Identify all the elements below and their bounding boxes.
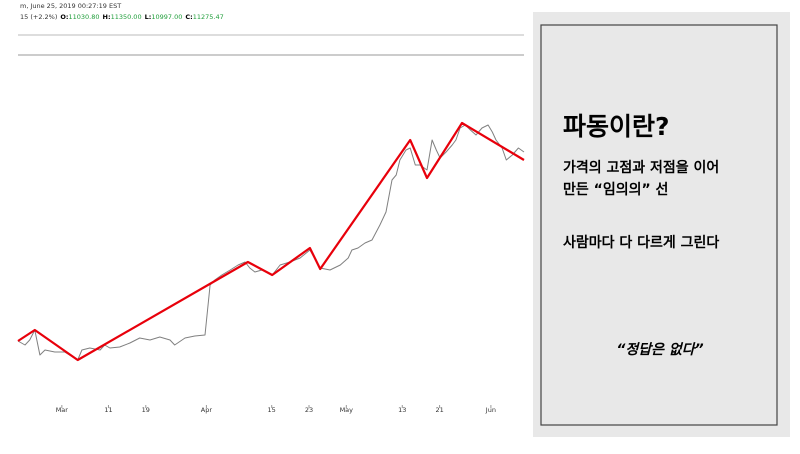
panel-title: 파동이란? bbox=[563, 112, 670, 141]
ohlc-key: L: bbox=[145, 13, 152, 21]
price-line bbox=[17, 124, 525, 361]
ohlc-key: O: bbox=[60, 13, 68, 21]
x-tick-label: 19 bbox=[142, 406, 150, 414]
x-tick-label: Apr bbox=[201, 406, 213, 414]
panel-text: 만든 “임의의” 선 bbox=[563, 181, 668, 198]
x-tick-label: 15 bbox=[268, 406, 276, 414]
ohlc-value: 10997.00 bbox=[151, 13, 182, 21]
price-line bbox=[17, 121, 525, 362]
x-tick-label: 23 bbox=[305, 406, 313, 414]
ohlc-key: H: bbox=[103, 13, 111, 21]
header-text: m, June 25, 2019 00:27:19 EST bbox=[20, 2, 121, 10]
panel-text: 가격의 고점과 저점을 이어 bbox=[563, 159, 719, 176]
header-ohlc: 15 (+2.2%) O:11030.80 H:11350.00 L:10997.00… bbox=[20, 13, 224, 21]
ohlc-value: 11030.80 bbox=[69, 13, 100, 21]
ohlc-value: 11350.00 bbox=[111, 13, 142, 21]
header-change: 15 (+2.2%) bbox=[20, 13, 57, 21]
ohlc-value: 11275.47 bbox=[193, 13, 224, 21]
panel-text: 사람마다 다 다르게 그린다 bbox=[563, 234, 719, 251]
x-tick-label: 13 bbox=[398, 406, 406, 414]
panel-quote: “정답은 없다” bbox=[616, 342, 703, 358]
panel-box bbox=[540, 24, 778, 426]
x-tick-label: 11 bbox=[104, 406, 112, 414]
x-tick-label: Jun bbox=[485, 406, 496, 414]
ohlc-key: C: bbox=[185, 13, 192, 21]
x-tick-label: 21 bbox=[435, 406, 443, 414]
x-tick-label: May bbox=[340, 406, 354, 414]
x-tick-label: Mar bbox=[56, 406, 69, 414]
